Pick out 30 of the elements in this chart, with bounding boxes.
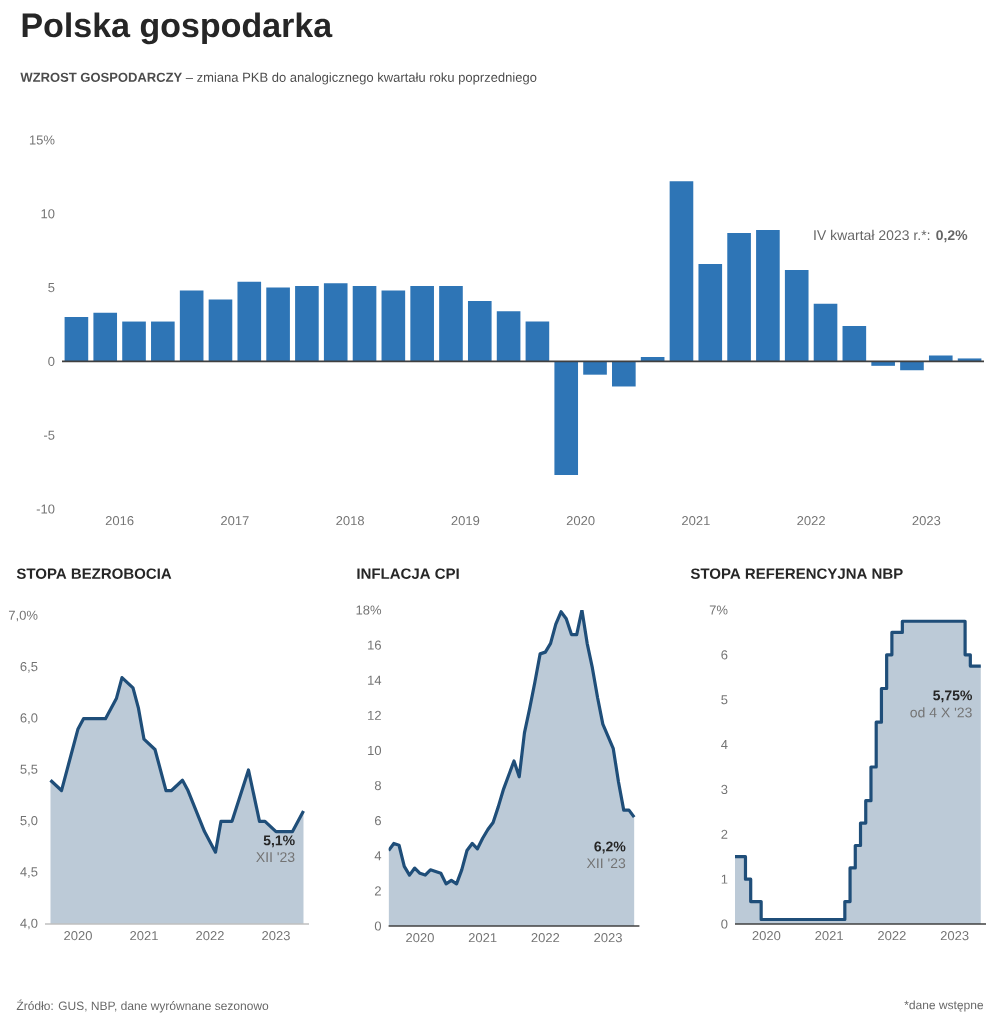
bar xyxy=(813,303,838,362)
bar xyxy=(669,181,694,362)
bar xyxy=(93,312,118,362)
chart-title: Polska gospodarka xyxy=(22,12,333,45)
bar xyxy=(842,325,867,362)
bar xyxy=(179,290,204,362)
bar xyxy=(122,321,146,362)
bar xyxy=(64,317,89,362)
bar xyxy=(756,230,780,362)
bar xyxy=(583,361,607,375)
bar xyxy=(439,286,463,362)
bar xyxy=(410,286,434,362)
bar xyxy=(900,361,924,371)
bar xyxy=(467,300,492,362)
bar xyxy=(727,232,751,362)
bar xyxy=(784,269,809,362)
bar xyxy=(237,281,262,362)
bar xyxy=(266,287,290,362)
bar xyxy=(151,321,175,362)
bar xyxy=(323,283,348,362)
bar xyxy=(381,290,406,362)
bar xyxy=(295,286,319,362)
bar xyxy=(208,299,233,362)
bar xyxy=(928,355,953,362)
bar xyxy=(554,361,579,476)
bar xyxy=(525,321,550,362)
bar xyxy=(698,263,723,362)
bar xyxy=(496,311,521,362)
bar xyxy=(612,361,636,387)
bar xyxy=(352,286,377,362)
